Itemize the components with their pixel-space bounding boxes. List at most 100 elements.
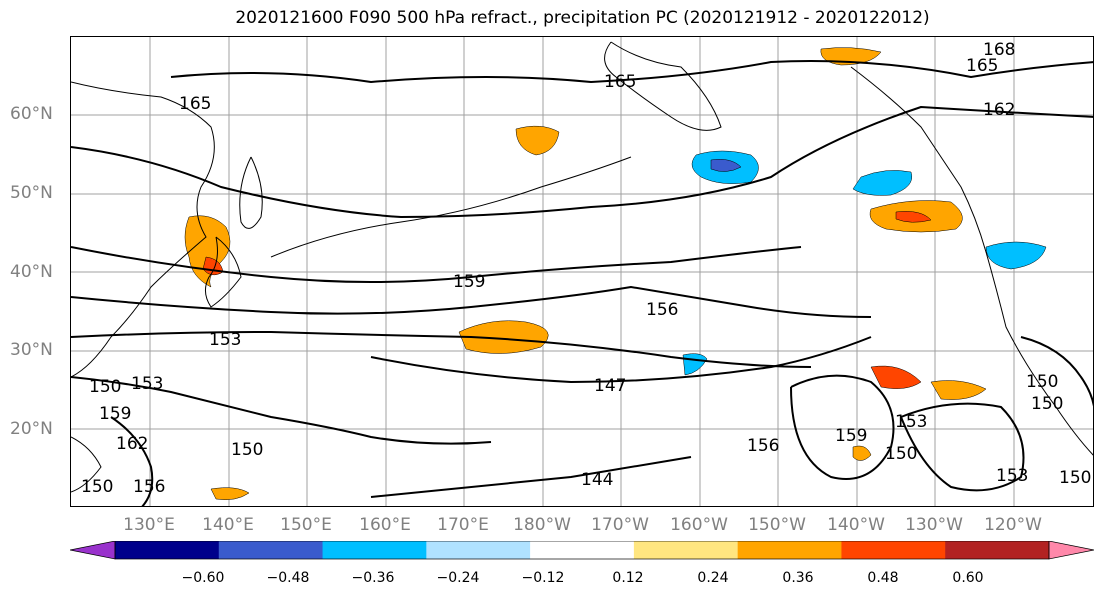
colorbar-segment	[322, 541, 427, 559]
precip-area-japan	[184, 215, 231, 288]
map-title: 2020121600 F090 500 hPa refract., precip…	[235, 8, 930, 28]
colorbar-segment	[841, 541, 946, 559]
lon-label-140e: 140°E	[202, 515, 254, 535]
colorbar-low-extend	[70, 541, 116, 560]
lon-label-130e: 130°E	[123, 515, 175, 535]
coast-japan	[205, 236, 242, 308]
precip-area-bc-coast	[852, 170, 913, 196]
coastlines	[71, 41, 1093, 493]
contour-156	[71, 285, 872, 318]
precipitation-shading	[184, 47, 1047, 500]
contour-label: 165	[604, 72, 636, 92]
contour-label: 165	[966, 56, 998, 76]
colorbar-high-extend	[1048, 541, 1094, 560]
coast-asia	[71, 81, 215, 378]
colorbar-tick-label: −0.24	[436, 570, 480, 586]
precip-area-south	[210, 487, 250, 500]
precip-area-east-sub	[930, 380, 987, 400]
colorbar-tick-label: 0.60	[952, 570, 984, 586]
lat-label-50n: 50°N	[10, 183, 53, 203]
coast-alaska	[604, 41, 722, 131]
colorbar-segment	[218, 541, 324, 559]
contour-label: 153	[996, 466, 1028, 486]
precip-area-hawaii-ne	[870, 365, 922, 389]
lon-label-170e: 170°E	[437, 515, 489, 535]
contour-165-north	[170, 60, 1093, 84]
contour-label: 150	[231, 440, 263, 460]
contour-162	[71, 105, 1093, 219]
lon-label-160e: 160°E	[359, 515, 411, 535]
contour-153	[71, 330, 812, 368]
contour-159	[71, 246, 802, 283]
lon-label-150w: 150°W	[748, 515, 806, 535]
graticule	[71, 37, 1093, 506]
coast-north-america	[850, 66, 1093, 456]
contour-159-sw	[110, 416, 154, 506]
contour-153-east	[900, 402, 1025, 492]
coast-aleutians	[270, 156, 632, 258]
contour-label: 156	[747, 436, 779, 456]
colorbar-tick-label: 0.24	[697, 570, 729, 586]
contour-150-east-loop	[790, 374, 895, 480]
contour-label: 153	[131, 374, 163, 394]
contour-label: 150	[1031, 394, 1063, 414]
contour-label: 159	[453, 272, 485, 292]
precip-area-midpac	[458, 320, 549, 354]
colorbar-segment	[115, 541, 220, 559]
contour-label: 153	[209, 330, 241, 350]
map-panel: 168 165 165 165 162 159 156 153 153 150 …	[70, 36, 1094, 507]
lat-label-30n: 30°N	[10, 340, 53, 360]
lon-label-140w: 140°W	[827, 515, 885, 535]
precip-area-pacnw-core	[895, 211, 932, 223]
lat-label-60n: 60°N	[10, 104, 53, 124]
colorbar-tick-label: 0.12	[612, 570, 644, 586]
colorbar	[70, 541, 1094, 560]
contour-144	[370, 456, 692, 498]
map-canvas: 168 165 165 165 162 159 156 153 153 150 …	[71, 37, 1093, 506]
contour-label: 156	[133, 477, 165, 497]
colorbar-tick-label: 0.36	[782, 570, 814, 586]
colorbar-tick-label: −0.60	[181, 570, 225, 586]
lon-label-180w: 180°W	[513, 515, 571, 535]
colorbar-segment	[530, 541, 635, 559]
contour-150-west	[71, 376, 492, 445]
contour-label: 153	[895, 412, 927, 432]
contour-label: 159	[835, 426, 867, 446]
refractivity-contours	[71, 60, 1093, 506]
contour-label: 150	[89, 377, 121, 397]
lon-label-120w: 120°W	[984, 515, 1042, 535]
precip-area-california	[985, 241, 1047, 270]
contour-label: 144	[581, 470, 613, 490]
lon-label-130w: 130°W	[905, 515, 963, 535]
contour-150-far-east	[1020, 336, 1093, 407]
contour-label: 159	[99, 404, 131, 424]
lat-label-20n: 20°N	[10, 419, 53, 439]
lon-label-170w: 170°W	[591, 515, 649, 535]
contour-label: 150	[1026, 372, 1058, 392]
colorbar-segment	[426, 541, 531, 559]
colorbar-tick-label: 0.48	[867, 570, 899, 586]
coast-philippines	[71, 436, 102, 493]
contour-label: 150	[1059, 468, 1091, 488]
colorbar-tick-label: −0.48	[266, 570, 310, 586]
colorbar-tick-label: −0.12	[521, 570, 565, 586]
colorbar-segment	[633, 541, 739, 559]
contour-147	[370, 336, 872, 384]
colorbar-tick-label: −0.36	[351, 570, 395, 586]
contour-label: 162	[983, 100, 1015, 120]
contour-label: 147	[594, 376, 626, 396]
colorbar-segment	[737, 541, 842, 559]
precip-area-hawaii-sub	[852, 445, 872, 461]
coast-kamchatka	[239, 156, 263, 229]
contour-label: 168	[983, 40, 1015, 60]
lon-label-160w: 160°W	[670, 515, 728, 535]
lon-label-150e: 150°E	[280, 515, 332, 535]
contour-label: 162	[116, 434, 148, 454]
colorbar-segment	[945, 541, 1050, 559]
precip-area-central-blue	[682, 353, 708, 376]
contour-label: 156	[646, 300, 678, 320]
contour-label: 150	[81, 477, 113, 497]
precip-area-bering	[515, 125, 560, 156]
contour-label: 150	[885, 444, 917, 464]
contour-label: 165	[179, 94, 211, 114]
